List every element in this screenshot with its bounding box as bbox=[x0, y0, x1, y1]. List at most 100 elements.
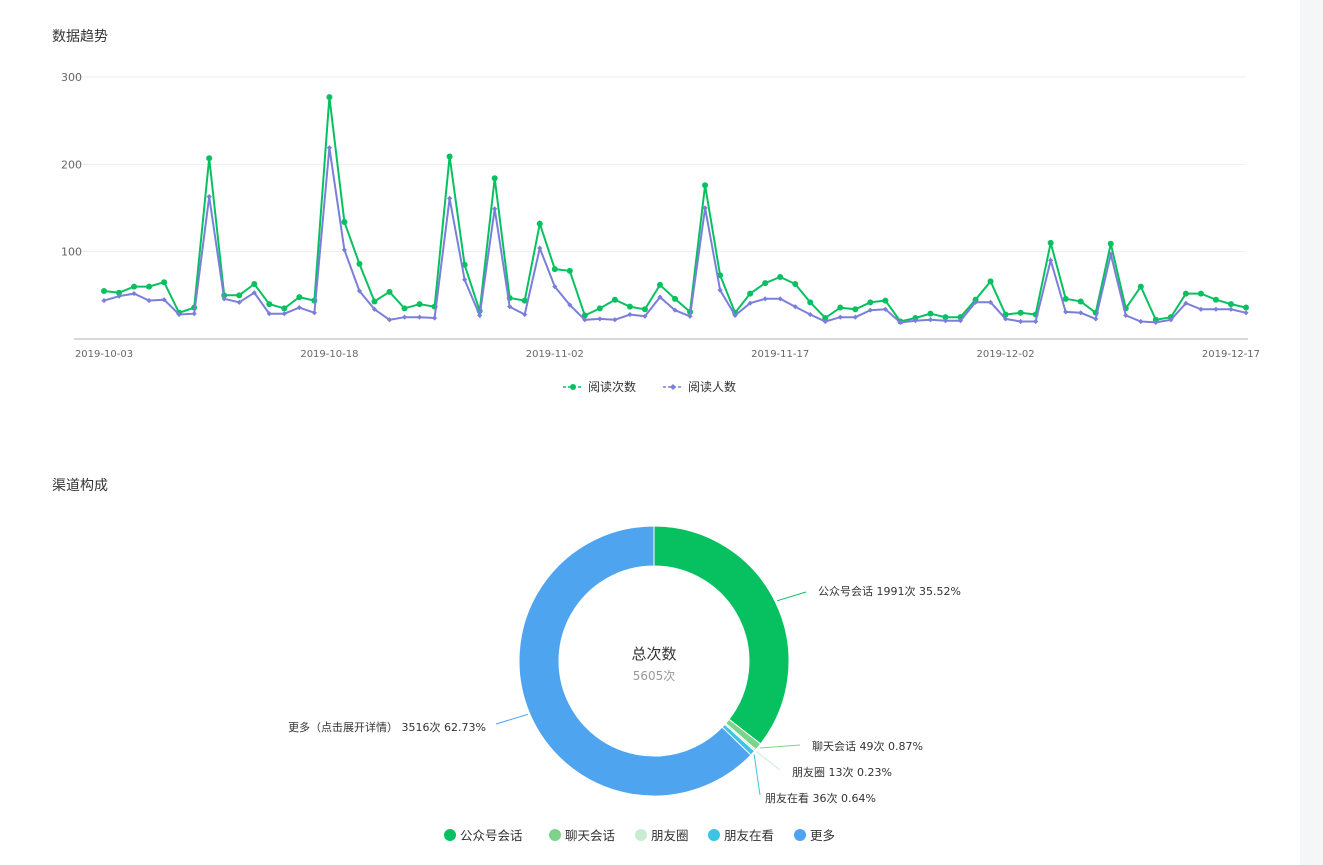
readers-point[interactable] bbox=[552, 284, 558, 290]
donut-slice-4[interactable] bbox=[518, 525, 752, 797]
readers-point[interactable] bbox=[1048, 257, 1054, 263]
readers-point[interactable] bbox=[221, 296, 227, 302]
readers-point[interactable] bbox=[236, 299, 242, 305]
reads-point[interactable] bbox=[626, 303, 633, 310]
readers-point[interactable] bbox=[1018, 318, 1024, 325]
readers-point[interactable] bbox=[431, 315, 438, 321]
readers-point[interactable] bbox=[356, 288, 363, 294]
readers-point[interactable] bbox=[1168, 317, 1174, 323]
readers-point[interactable] bbox=[296, 304, 302, 311]
readers-point[interactable] bbox=[176, 311, 182, 318]
readers-point[interactable] bbox=[206, 194, 212, 200]
readers-point[interactable] bbox=[1002, 316, 1009, 322]
readers-point[interactable] bbox=[1153, 319, 1159, 326]
reads-point[interactable] bbox=[446, 153, 453, 160]
readers-point[interactable] bbox=[1198, 306, 1204, 312]
readers-point[interactable] bbox=[882, 306, 888, 312]
reads-point[interactable] bbox=[1182, 290, 1189, 297]
reads-point[interactable] bbox=[206, 155, 213, 162]
legend-item-readers[interactable]: 阅读人数 bbox=[663, 379, 736, 394]
readers-point[interactable] bbox=[612, 317, 618, 323]
reads-point[interactable] bbox=[536, 220, 543, 227]
readers-point[interactable] bbox=[957, 318, 964, 324]
reads-point[interactable] bbox=[1077, 298, 1084, 305]
donut-legend-item[interactable]: 公众号会话 bbox=[444, 828, 523, 843]
readers-point[interactable] bbox=[146, 297, 152, 304]
readers-point[interactable] bbox=[492, 206, 498, 212]
reads-point[interactable] bbox=[807, 299, 814, 306]
readers-point[interactable] bbox=[251, 290, 257, 296]
donut-slice-0[interactable] bbox=[653, 525, 790, 745]
reads-point[interactable] bbox=[581, 312, 588, 319]
readers-point[interactable] bbox=[762, 296, 768, 302]
readers-point[interactable] bbox=[927, 317, 934, 323]
readers-point[interactable] bbox=[792, 304, 798, 310]
reads-point[interactable] bbox=[251, 280, 258, 287]
reads-point[interactable] bbox=[266, 301, 273, 308]
readers-point[interactable] bbox=[326, 145, 332, 151]
trend-line-chart[interactable]: 100 200 300 2019-10-03 2019-10-18 2019-11-02 2… bbox=[0, 0, 1300, 420]
reads-point[interactable] bbox=[942, 314, 949, 321]
reads-point[interactable] bbox=[987, 278, 994, 285]
readers-point[interactable] bbox=[912, 318, 919, 324]
readers-point[interactable] bbox=[341, 247, 348, 253]
readers-point[interactable] bbox=[1243, 310, 1249, 316]
readers-point[interactable] bbox=[401, 314, 408, 320]
reads-point[interactable] bbox=[972, 296, 979, 303]
readers-point[interactable] bbox=[537, 245, 543, 251]
readers-point[interactable] bbox=[1213, 306, 1219, 312]
reads-point[interactable] bbox=[341, 218, 348, 225]
readers-point[interactable] bbox=[657, 294, 663, 300]
readers-point[interactable] bbox=[1228, 306, 1234, 312]
reads-point[interactable] bbox=[762, 280, 769, 287]
reads-point[interactable] bbox=[116, 289, 123, 296]
readers-point[interactable] bbox=[687, 313, 693, 319]
reads-point[interactable] bbox=[236, 292, 243, 299]
readers-point[interactable] bbox=[852, 314, 858, 320]
readers-point[interactable] bbox=[627, 311, 633, 318]
reads-point[interactable] bbox=[912, 315, 919, 322]
reads-point[interactable] bbox=[146, 283, 153, 290]
reads-point[interactable] bbox=[792, 280, 799, 287]
reads-point[interactable] bbox=[326, 94, 333, 101]
readers-point[interactable] bbox=[747, 300, 753, 306]
reads-point[interactable] bbox=[356, 260, 363, 267]
readers-point[interactable] bbox=[161, 297, 167, 303]
readers-point[interactable] bbox=[116, 293, 122, 299]
reads-point[interactable] bbox=[927, 310, 934, 317]
readers-point[interactable] bbox=[1033, 318, 1039, 325]
readers-point[interactable] bbox=[1063, 309, 1069, 315]
readers-point[interactable] bbox=[131, 290, 137, 297]
readers-point[interactable] bbox=[567, 302, 573, 308]
reads-point[interactable] bbox=[101, 287, 107, 294]
readers-point[interactable] bbox=[987, 299, 994, 305]
reads-point[interactable] bbox=[1137, 283, 1144, 290]
reads-point[interactable] bbox=[161, 279, 168, 286]
readers-point[interactable] bbox=[416, 314, 423, 320]
reads-point[interactable] bbox=[1212, 296, 1219, 303]
readers-point[interactable] bbox=[266, 311, 272, 317]
reads-point[interactable] bbox=[551, 266, 558, 273]
readers-point[interactable] bbox=[1183, 300, 1189, 306]
readers-point[interactable] bbox=[311, 310, 317, 316]
reads-point[interactable] bbox=[1227, 301, 1234, 308]
reads-point[interactable] bbox=[777, 273, 784, 280]
reads-point[interactable] bbox=[566, 267, 573, 274]
reads-point[interactable] bbox=[596, 305, 603, 312]
reads-point[interactable] bbox=[882, 297, 889, 304]
reads-point[interactable] bbox=[1243, 304, 1249, 311]
reads-point[interactable] bbox=[1047, 239, 1054, 246]
readers-point[interactable] bbox=[1093, 316, 1099, 322]
donut-legend-item[interactable]: 聊天会话 bbox=[549, 828, 615, 843]
readers-point[interactable] bbox=[702, 205, 708, 211]
channel-donut-chart[interactable]: 总次数 5605次 公众号会话 1991次 35.52% 聊天会话 49次 0.87%… bbox=[0, 485, 1300, 865]
reads-point[interactable] bbox=[672, 295, 678, 302]
readers-point[interactable] bbox=[807, 311, 813, 318]
readers-point[interactable] bbox=[1108, 251, 1114, 257]
readers-point[interactable] bbox=[582, 317, 588, 323]
readers-point[interactable] bbox=[281, 311, 287, 317]
reads-point[interactable] bbox=[371, 298, 378, 305]
readers-point[interactable] bbox=[1123, 312, 1129, 319]
reads-point[interactable] bbox=[641, 306, 648, 313]
reads-point[interactable] bbox=[296, 294, 303, 301]
